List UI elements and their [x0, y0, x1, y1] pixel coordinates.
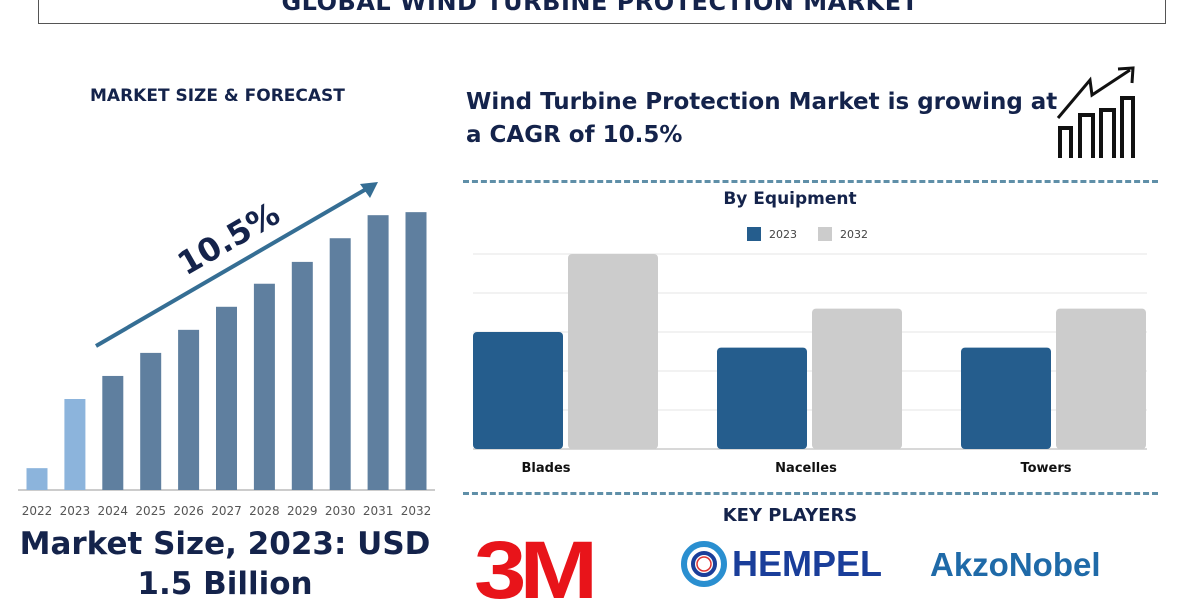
tick-label: 2026 [173, 504, 204, 518]
bar-2028 [253, 283, 275, 490]
page-title: GLOBAL WIND TURBINE PROTECTION MARKET [281, 0, 919, 16]
tick-label: 2024 [98, 504, 129, 518]
hempel-ring-icon [681, 541, 727, 587]
bar-2024 [102, 375, 124, 490]
legend-label: 2023 [769, 227, 797, 241]
legend-2023: 2023 [747, 227, 797, 241]
bar-2027 [216, 306, 237, 490]
bar-2022 [26, 468, 48, 490]
category-label: Towers [1020, 461, 1072, 476]
legend-swatch [747, 227, 761, 241]
tick-label: 2025 [135, 504, 166, 518]
tick-label: 2032 [401, 504, 432, 518]
logo-akzonobel: AkzoNobel [930, 546, 1101, 583]
legend-swatch [818, 227, 832, 241]
tick-label: 2028 [249, 504, 280, 518]
bar-2026 [178, 329, 200, 490]
divider [463, 492, 1158, 495]
tick-label: 2029 [287, 504, 318, 518]
market-forecast-chart: 2022 2023 2024 2025 2026 2027 2028 2029 2030 2031… [18, 182, 435, 518]
tick-label: 2030 [325, 504, 356, 518]
tick-label: 2031 [363, 504, 394, 518]
category-label: Blades [521, 461, 571, 476]
market-size-text: Market Size, 2023: USD 1.5 Billion [19, 526, 431, 602]
bar-2023 [64, 399, 86, 490]
bar-nacelles-2032 [812, 308, 902, 449]
divider [463, 180, 1158, 183]
tick-label: 2022 [22, 504, 53, 518]
growth-chart-icon [1056, 66, 1135, 158]
charts-canvas: 2022 2023 2024 2025 2026 2027 2028 2029 2030 2031… [18, 66, 1147, 518]
bar-towers-2023 [961, 347, 1051, 449]
legend-label: 2032 [840, 227, 868, 241]
bar-nacelles-2023 [717, 347, 807, 449]
bar-2032 [405, 212, 427, 490]
legend-2032: 2032 [818, 227, 868, 241]
tick-label: 2027 [211, 504, 242, 518]
equipment-chart [473, 253, 1147, 450]
key-players-heading: KEY PLAYERS [722, 505, 858, 526]
equipment-chart-title: By Equipment [723, 189, 857, 209]
bar-blades-2032 [568, 254, 658, 449]
market-size-heading: MARKET SIZE & FORECAST [90, 86, 345, 106]
cagr-headline: Wind Turbine Protection Market is growin… [466, 89, 1058, 148]
tick-label: 2023 [60, 504, 91, 518]
arrow-head [360, 182, 378, 198]
bar-2030 [329, 238, 351, 490]
bar-towers-2032 [1056, 308, 1146, 449]
bar-2031 [367, 215, 389, 490]
bar-2029 [291, 261, 313, 490]
bar-2025 [140, 352, 162, 490]
trend-arrow [94, 186, 370, 348]
hempel-text: HEMPEL [732, 543, 883, 584]
title-box [38, 0, 1166, 24]
bar-blades-2023 [473, 332, 563, 449]
logo-hempel: HEMPEL [680, 540, 882, 588]
category-label: Nacelles [775, 461, 837, 476]
logo-3m: 3M [474, 525, 598, 616]
